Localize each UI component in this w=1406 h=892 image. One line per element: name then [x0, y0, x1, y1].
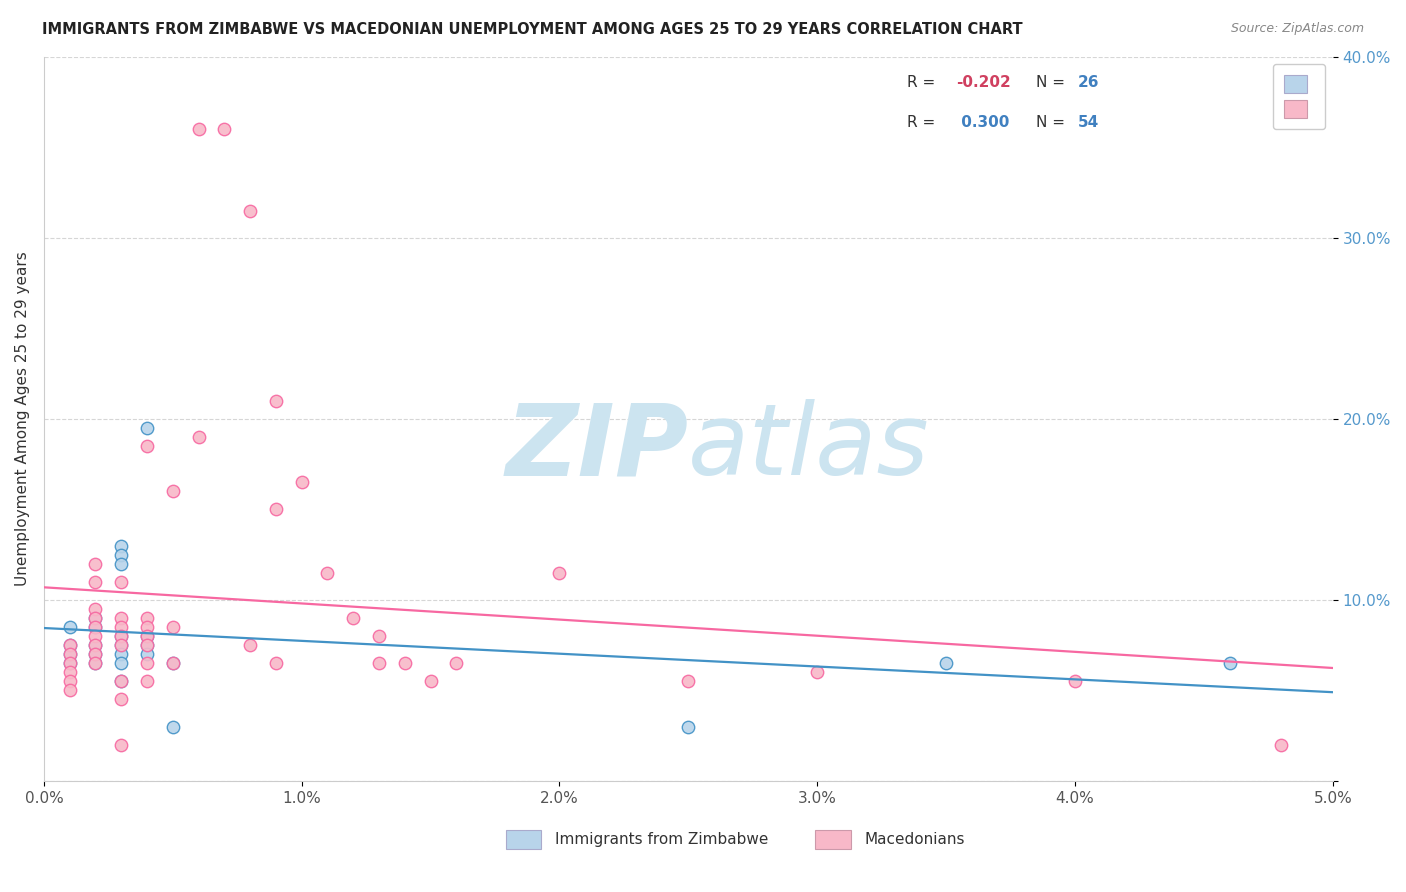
- Point: [110, 692, 132, 706]
- Text: 26: 26: [1077, 75, 1099, 90]
- Point: [59, 657, 82, 671]
- Point: [110, 539, 132, 553]
- Point: [84, 611, 107, 625]
- Point: [110, 738, 132, 752]
- Point: [935, 657, 957, 671]
- Point: [110, 574, 132, 589]
- Point: [1219, 657, 1241, 671]
- Point: [110, 629, 132, 643]
- Point: [136, 629, 159, 643]
- Point: [59, 638, 82, 652]
- Point: [394, 657, 416, 671]
- Point: [187, 122, 209, 136]
- Point: [84, 638, 107, 652]
- Point: [110, 629, 132, 643]
- Text: Source: ZipAtlas.com: Source: ZipAtlas.com: [1230, 22, 1364, 36]
- Legend: , : ,: [1274, 64, 1324, 128]
- Point: [368, 629, 391, 643]
- Point: [1270, 738, 1292, 752]
- Point: [84, 620, 107, 634]
- Point: [264, 502, 287, 516]
- Point: [214, 122, 236, 136]
- Text: R =: R =: [907, 114, 941, 129]
- Text: ZIP: ZIP: [505, 400, 689, 496]
- Point: [59, 620, 82, 634]
- Point: [136, 611, 159, 625]
- Point: [110, 620, 132, 634]
- Point: [239, 638, 262, 652]
- Text: Macedonians: Macedonians: [865, 832, 965, 847]
- Point: [59, 674, 82, 689]
- Text: IMMIGRANTS FROM ZIMBABWE VS MACEDONIAN UNEMPLOYMENT AMONG AGES 25 TO 29 YEARS CO: IMMIGRANTS FROM ZIMBABWE VS MACEDONIAN U…: [42, 22, 1022, 37]
- Point: [446, 657, 468, 671]
- Point: [84, 611, 107, 625]
- Point: [1064, 674, 1087, 689]
- Point: [264, 393, 287, 408]
- Point: [110, 638, 132, 652]
- Point: [806, 665, 828, 680]
- Point: [136, 674, 159, 689]
- Text: atlas: atlas: [689, 400, 929, 496]
- Point: [84, 620, 107, 634]
- Point: [419, 674, 441, 689]
- Point: [136, 629, 159, 643]
- Point: [59, 638, 82, 652]
- Point: [368, 657, 391, 671]
- Point: [110, 611, 132, 625]
- Point: [110, 647, 132, 661]
- Point: [84, 629, 107, 643]
- Text: -0.202: -0.202: [956, 75, 1011, 90]
- Point: [110, 674, 132, 689]
- Point: [316, 566, 339, 580]
- Point: [110, 657, 132, 671]
- Point: [162, 657, 184, 671]
- Text: N =: N =: [1036, 75, 1070, 90]
- Point: [291, 475, 314, 490]
- Point: [84, 647, 107, 661]
- Point: [84, 557, 107, 571]
- Point: [239, 203, 262, 218]
- Point: [136, 421, 159, 435]
- Point: [110, 548, 132, 562]
- Point: [110, 557, 132, 571]
- Point: [162, 720, 184, 734]
- Point: [678, 720, 700, 734]
- Point: [136, 620, 159, 634]
- Text: N =: N =: [1036, 114, 1070, 129]
- Point: [59, 647, 82, 661]
- Point: [84, 647, 107, 661]
- Point: [59, 657, 82, 671]
- Point: [264, 657, 287, 671]
- Point: [678, 674, 700, 689]
- Point: [110, 638, 132, 652]
- Point: [110, 674, 132, 689]
- Text: R =: R =: [907, 75, 941, 90]
- Point: [342, 611, 364, 625]
- Text: 54: 54: [1077, 114, 1099, 129]
- Point: [136, 657, 159, 671]
- Point: [84, 657, 107, 671]
- Point: [59, 647, 82, 661]
- Point: [136, 638, 159, 652]
- Point: [84, 602, 107, 616]
- Point: [136, 638, 159, 652]
- Point: [548, 566, 571, 580]
- Point: [84, 657, 107, 671]
- Point: [59, 683, 82, 698]
- Point: [59, 665, 82, 680]
- Text: Immigrants from Zimbabwe: Immigrants from Zimbabwe: [555, 832, 769, 847]
- Point: [162, 620, 184, 634]
- Point: [136, 647, 159, 661]
- Point: [84, 574, 107, 589]
- Point: [187, 430, 209, 444]
- Text: 0.300: 0.300: [956, 114, 1010, 129]
- Point: [162, 657, 184, 671]
- Y-axis label: Unemployment Among Ages 25 to 29 years: Unemployment Among Ages 25 to 29 years: [15, 252, 30, 586]
- Point: [162, 484, 184, 499]
- Point: [84, 638, 107, 652]
- Point: [136, 439, 159, 453]
